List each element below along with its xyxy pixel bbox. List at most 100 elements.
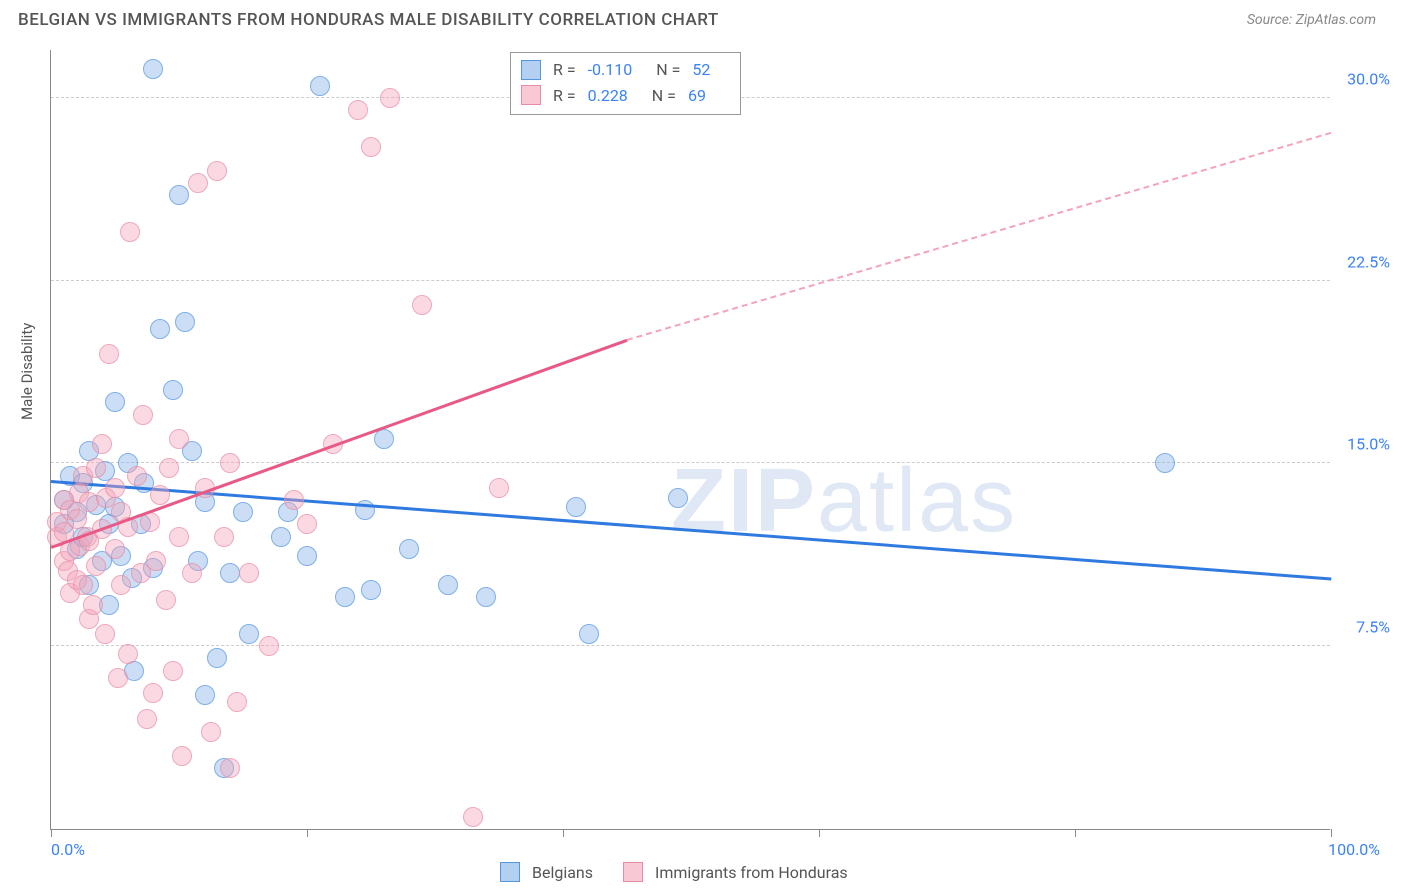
legend-label: Belgians: [532, 863, 593, 882]
data-point: [105, 392, 125, 412]
data-point: [175, 312, 195, 332]
data-point: [361, 580, 381, 600]
legend-swatch: [521, 85, 541, 105]
data-point: [111, 575, 131, 595]
data-point: [118, 644, 138, 664]
data-point: [239, 624, 259, 644]
data-point: [374, 429, 394, 449]
xtick: [1331, 829, 1332, 837]
data-point: [156, 590, 176, 610]
xtick: [51, 829, 52, 837]
data-point: [143, 683, 163, 703]
stats-row: R = -0.110 N = 52: [521, 57, 726, 83]
data-point: [137, 709, 157, 729]
ytick-label: 15.0%: [1347, 435, 1390, 454]
trend-line: [627, 132, 1332, 342]
data-point: [207, 161, 227, 181]
data-point: [127, 466, 147, 486]
n-value: 52: [692, 57, 710, 83]
data-point: [579, 624, 599, 644]
data-point: [182, 563, 202, 583]
chart-title: BELGIAN VS IMMIGRANTS FROM HONDURAS MALE…: [18, 10, 719, 30]
data-point: [201, 722, 221, 742]
data-point: [150, 485, 170, 505]
data-point: [489, 478, 509, 498]
legend-item: Belgians: [500, 862, 593, 882]
r-value: -0.110: [588, 57, 633, 83]
data-point: [105, 478, 125, 498]
bottom-legend: Belgians Immigrants from Honduras: [500, 862, 848, 882]
data-point: [361, 137, 381, 157]
data-point: [207, 648, 227, 668]
xtick: [563, 829, 564, 837]
data-point: [188, 173, 208, 193]
ytick-label: 7.5%: [1356, 618, 1390, 637]
data-point: [86, 556, 106, 576]
data-point: [105, 539, 125, 559]
n-label: N =: [652, 83, 676, 109]
data-point: [159, 458, 179, 478]
legend-label: Immigrants from Honduras: [655, 863, 848, 882]
data-point: [476, 587, 496, 607]
data-point: [150, 319, 170, 339]
data-point: [92, 434, 112, 454]
data-point: [169, 527, 189, 547]
gridline: [51, 280, 1330, 281]
data-point: [348, 100, 368, 120]
xtick-label-left: 0.0%: [51, 840, 85, 859]
yaxis-title: Male Disability: [18, 323, 36, 420]
data-point: [73, 575, 93, 595]
data-point: [412, 295, 432, 315]
watermark: ZIPatlas: [671, 450, 1017, 553]
data-point: [86, 458, 106, 478]
data-point: [108, 668, 128, 688]
chart-header: BELGIAN VS IMMIGRANTS FROM HONDURAS MALE…: [0, 0, 1406, 36]
n-label: N =: [656, 57, 680, 83]
data-point: [220, 453, 240, 473]
source-label: Source: ZipAtlas.com: [1247, 12, 1376, 28]
data-point: [120, 222, 140, 242]
data-point: [99, 344, 119, 364]
data-point: [310, 76, 330, 96]
ytick-label: 30.0%: [1347, 69, 1390, 88]
data-point: [233, 502, 253, 522]
stats-legend-box: R =-0.110N =52R =0.228N =69: [510, 52, 741, 115]
data-point: [133, 405, 153, 425]
data-point: [163, 661, 183, 681]
data-point: [284, 490, 304, 510]
data-point: [399, 539, 419, 559]
xtick: [819, 829, 820, 837]
data-point: [146, 551, 166, 571]
data-point: [463, 807, 483, 827]
legend-swatch: [500, 862, 520, 882]
xtick: [307, 829, 308, 837]
data-point: [259, 636, 279, 656]
data-point: [668, 488, 688, 508]
data-point: [83, 595, 103, 615]
r-label: R =: [553, 57, 576, 83]
xtick-label-right: 100.0%: [1328, 840, 1380, 859]
gridline: [51, 645, 1330, 646]
legend-swatch: [521, 60, 541, 80]
data-point: [220, 758, 240, 778]
r-label: R =: [553, 83, 576, 109]
data-point: [297, 514, 317, 534]
r-value: 0.228: [588, 83, 628, 109]
data-point: [169, 429, 189, 449]
data-point: [169, 185, 189, 205]
data-point: [380, 88, 400, 108]
data-point: [335, 587, 355, 607]
stats-row: R =0.228N =69: [521, 83, 726, 109]
data-point: [220, 563, 240, 583]
data-point: [227, 692, 247, 712]
data-point: [143, 59, 163, 79]
data-point: [239, 563, 259, 583]
data-point: [163, 380, 183, 400]
data-point: [1155, 453, 1175, 473]
data-point: [297, 546, 317, 566]
legend-item: Immigrants from Honduras: [623, 862, 848, 882]
data-point: [214, 527, 234, 547]
xtick: [1075, 829, 1076, 837]
data-point: [172, 746, 192, 766]
scatter-chart: ZIPatlas 7.5%15.0%22.5%30.0%0.0%100.0%: [50, 50, 1330, 830]
